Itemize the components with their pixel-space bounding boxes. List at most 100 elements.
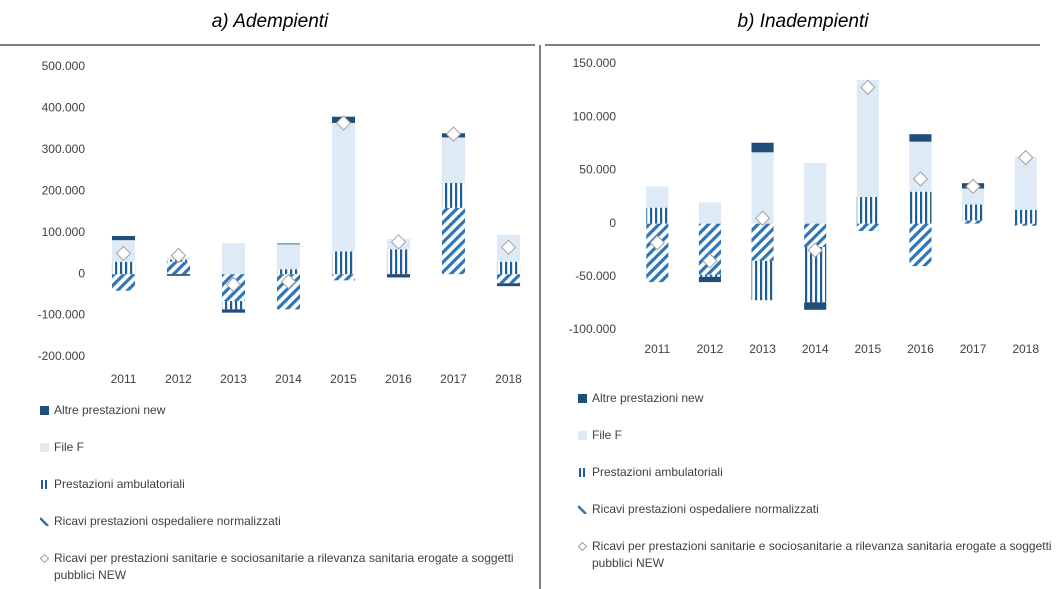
x-tick-label: 2014 <box>802 342 829 356</box>
legend-swatch <box>578 394 587 403</box>
bar-segment <box>1014 209 1037 224</box>
legend-swatch <box>578 431 587 440</box>
chart-title: b) Inadempienti <box>738 11 870 32</box>
legend-item: Ricavi prestazioni ospedaliere normalizz… <box>578 501 1058 518</box>
bar-segment <box>856 79 879 197</box>
legend-rect <box>41 480 43 489</box>
y-tick-label: 0 <box>78 266 85 280</box>
legend-diamond <box>578 542 587 551</box>
bar-segment <box>698 276 721 283</box>
bar-segment <box>496 274 521 284</box>
legend-line <box>578 505 587 514</box>
bar-segment <box>221 301 246 310</box>
x-tick-label: 2011 <box>111 372 137 386</box>
legend-swatch <box>579 468 585 477</box>
diamond-marker <box>965 178 981 195</box>
bar-segment <box>276 243 301 245</box>
legend-label: Ricavi prestazioni ospedaliere normalizz… <box>54 514 281 528</box>
diamond-marker <box>335 115 352 131</box>
bar-segment <box>909 191 932 224</box>
legend-label: File F <box>592 428 622 442</box>
legend-rect <box>40 406 49 415</box>
bar-segment <box>331 122 356 252</box>
bar-segment <box>856 197 879 224</box>
bar-segment <box>909 134 932 142</box>
x-tick-label: 2014 <box>275 372 302 386</box>
legend-swatch <box>40 406 49 415</box>
legend-swatch <box>40 554 49 563</box>
legend-rect <box>578 394 587 403</box>
bar-segment <box>804 247 827 303</box>
legend-rect <box>40 443 49 452</box>
y-tick-label: 100.000 <box>573 109 617 123</box>
y-tick-label: -50.000 <box>575 269 616 283</box>
legend-swatch <box>41 480 47 489</box>
x-tick-label: 2016 <box>385 372 412 386</box>
bar-segment <box>646 223 669 283</box>
bar-segment <box>221 309 246 313</box>
legend-item: File F <box>578 427 1058 444</box>
y-tick-label: 150.000 <box>573 56 617 70</box>
bar-segment <box>698 202 721 224</box>
diamond-marker <box>280 273 297 290</box>
legend-item: Altre prestazioni new <box>40 402 535 419</box>
bar-segment <box>441 137 466 183</box>
legend-item: Ricavi per prestazioni sanitarie e socio… <box>40 550 535 584</box>
legend: Altre prestazioni new File F Prestazioni a… <box>40 402 535 589</box>
bar-segment <box>221 243 246 275</box>
legend-label: Prestazioni ambulatoriali <box>592 465 723 479</box>
bar-segment <box>751 152 774 224</box>
bar-segment <box>698 274 721 277</box>
bar-segment <box>804 302 827 310</box>
y-tick-label: 50.000 <box>579 163 616 177</box>
bar-segment <box>751 260 774 301</box>
x-tick-label: 2012 <box>697 342 724 356</box>
diamond-marker <box>225 276 242 293</box>
legend-rect <box>578 431 587 440</box>
diamond-marker <box>445 126 462 142</box>
legend: Altre prestazioni new File F Prestazioni a… <box>578 390 1058 589</box>
x-tick-label: 2011 <box>644 342 670 356</box>
bar-segment <box>962 220 985 224</box>
diamond-marker <box>912 171 929 187</box>
y-tick-label: -100.000 <box>569 322 617 336</box>
legend-item: Altre prestazioni new <box>578 390 1058 407</box>
legend-swatch <box>578 542 587 551</box>
x-tick-label: 2015 <box>330 372 357 386</box>
bar-segment <box>441 207 466 275</box>
legend-rect <box>583 468 585 477</box>
bar-segment <box>962 188 985 205</box>
y-tick-label: -200.000 <box>38 349 86 363</box>
legend-diamond <box>40 554 49 563</box>
y-tick-label: -100.000 <box>38 308 86 322</box>
diamond-marker <box>115 245 132 262</box>
chart-title: a) Adempienti <box>212 11 329 32</box>
x-tick-label: 2015 <box>854 342 881 356</box>
legend-label: Ricavi prestazioni ospedaliere normalizz… <box>592 502 819 516</box>
legend-label: File F <box>54 440 84 454</box>
y-tick-label: 400.000 <box>42 101 86 115</box>
legend-item: Ricavi per prestazioni sanitarie e socio… <box>578 538 1058 572</box>
bar-segment <box>1014 223 1037 226</box>
bar-segment <box>166 274 191 276</box>
legend-label: Altre prestazioni new <box>592 391 704 405</box>
legend-line <box>40 517 49 526</box>
bar-segment <box>276 269 301 275</box>
x-tick-label: 2016 <box>907 342 934 356</box>
legend-item: Prestazioni ambulatoriali <box>40 476 535 493</box>
bar-segment <box>962 204 985 221</box>
bar-segment <box>111 236 136 241</box>
x-tick-label: 2018 <box>495 372 522 386</box>
diamond-marker <box>807 242 823 258</box>
bar-segment <box>1014 156 1037 210</box>
legend-item: File F <box>40 439 535 456</box>
x-tick-label: 2018 <box>1012 342 1039 356</box>
diamond-marker <box>702 253 718 269</box>
bar-segment <box>111 261 136 275</box>
y-tick-label: 200.000 <box>42 183 86 197</box>
bar-segment <box>386 249 411 275</box>
legend-label: Prestazioni ambulatoriali <box>54 477 185 491</box>
legend-label: Altre prestazioni new <box>54 403 166 417</box>
